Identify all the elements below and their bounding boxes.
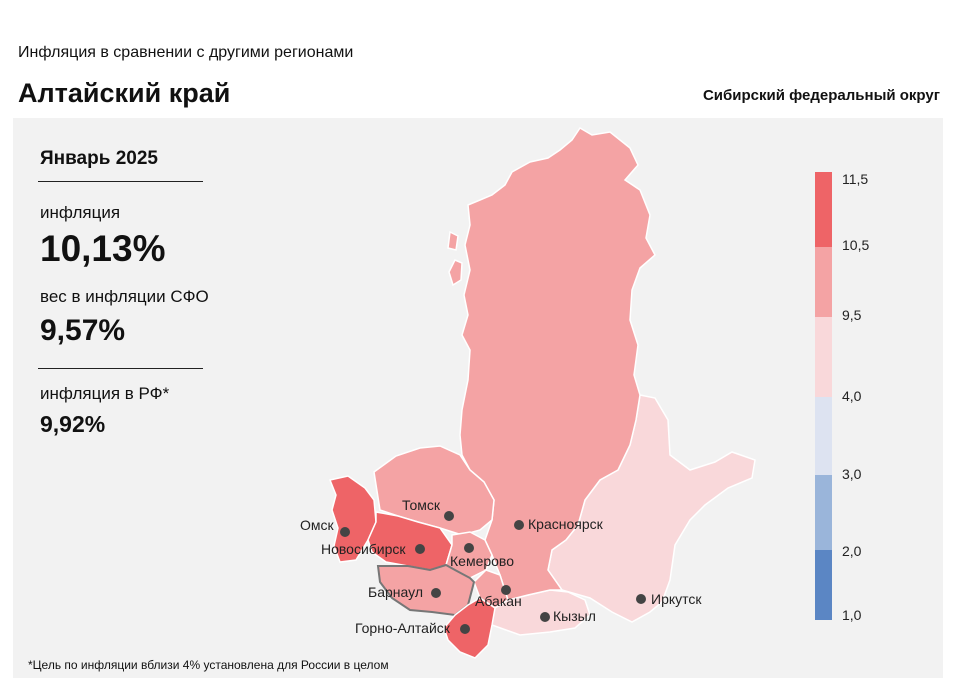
legend-tick: 3,0 <box>842 466 862 482</box>
page-title: Алтайский край <box>18 78 231 108</box>
page-subtitle: Инфляция в сравнении с другими регионами <box>18 44 354 61</box>
divider-bottom <box>38 368 203 369</box>
period-label: Январь 2025 <box>40 148 158 169</box>
legend-tick: 4,0 <box>842 388 862 404</box>
city-marker <box>540 612 550 622</box>
legend-band-9-5-10-5 <box>815 247 832 317</box>
rf-inflation-value: 9,92% <box>40 411 106 437</box>
city-gorno-altaysk[interactable]: Горно-Алтайск <box>355 620 470 636</box>
region-krasnoyarsk-island-2 <box>448 259 463 287</box>
footnote: *Цель по инфляции вблизи 4% установлена … <box>28 658 389 672</box>
city-irkutsk[interactable]: Иркутск <box>636 591 702 607</box>
region-omsk[interactable] <box>328 475 377 563</box>
legend-band-4-0-9-5 <box>815 317 832 397</box>
inflation-label: инфляция <box>40 203 121 222</box>
city-kemerovo[interactable]: Кемерово <box>450 543 514 569</box>
legend-scale: 11,5 10,5 9,5 4,0 3,0 2,0 1,0 <box>815 171 869 623</box>
divider-top <box>38 181 203 182</box>
city-label: Барнаул <box>368 584 423 600</box>
legend-tick: 11,5 <box>842 171 868 187</box>
district-name: Сибирский федеральный округ <box>702 87 940 104</box>
city-marker <box>415 544 425 554</box>
city-omsk[interactable]: Омск <box>300 517 350 537</box>
city-abakan[interactable]: Абакан <box>475 585 522 609</box>
city-label: Томск <box>402 497 441 513</box>
city-novosibirsk[interactable]: Новосибирск <box>321 541 425 557</box>
city-label: Абакан <box>475 593 522 609</box>
city-marker <box>501 585 511 595</box>
city-label: Иркутск <box>651 591 702 607</box>
legend-band-10-5-11-5 <box>815 172 832 247</box>
city-marker <box>431 588 441 598</box>
city-label: Новосибирск <box>321 541 406 557</box>
city-marker <box>460 624 470 634</box>
city-marker <box>636 594 646 604</box>
region-kemerovo[interactable] <box>445 531 493 579</box>
legend-band-1-0-2-0 <box>815 550 832 620</box>
legend-tick: 1,0 <box>842 607 862 623</box>
weight-value: 9,57% <box>40 314 126 347</box>
city-krasnoyarsk[interactable]: Красноярск <box>514 516 604 532</box>
legend-tick: 9,5 <box>842 307 862 323</box>
city-label: Красноярск <box>528 516 604 532</box>
city-marker <box>340 527 350 537</box>
inflation-value: 10,13% <box>40 228 166 269</box>
city-label: Горно-Алтайск <box>355 620 451 636</box>
legend-tick: 10,5 <box>842 237 869 253</box>
city-tomsk[interactable]: Томск <box>402 497 454 521</box>
city-label: Кызыл <box>553 608 596 624</box>
legend-band-2-0-3-0 <box>815 475 832 550</box>
weight-label: вес в инфляции СФО <box>40 287 209 306</box>
city-label: Кемерово <box>450 553 514 569</box>
rf-inflation-label: инфляция в РФ* <box>40 384 170 403</box>
legend-tick: 2,0 <box>842 543 862 559</box>
region-altai-krai[interactable] <box>376 563 476 617</box>
city-marker <box>464 543 474 553</box>
city-barnaul[interactable]: Барнаул <box>368 584 441 600</box>
city-kyzyl[interactable]: Кызыл <box>540 608 596 624</box>
city-marker <box>514 520 524 530</box>
legend-band-3-0-4-0 <box>815 397 832 475</box>
city-label: Омск <box>300 517 335 533</box>
city-marker <box>444 511 454 521</box>
region-krasnoyarsk-island <box>447 230 459 251</box>
